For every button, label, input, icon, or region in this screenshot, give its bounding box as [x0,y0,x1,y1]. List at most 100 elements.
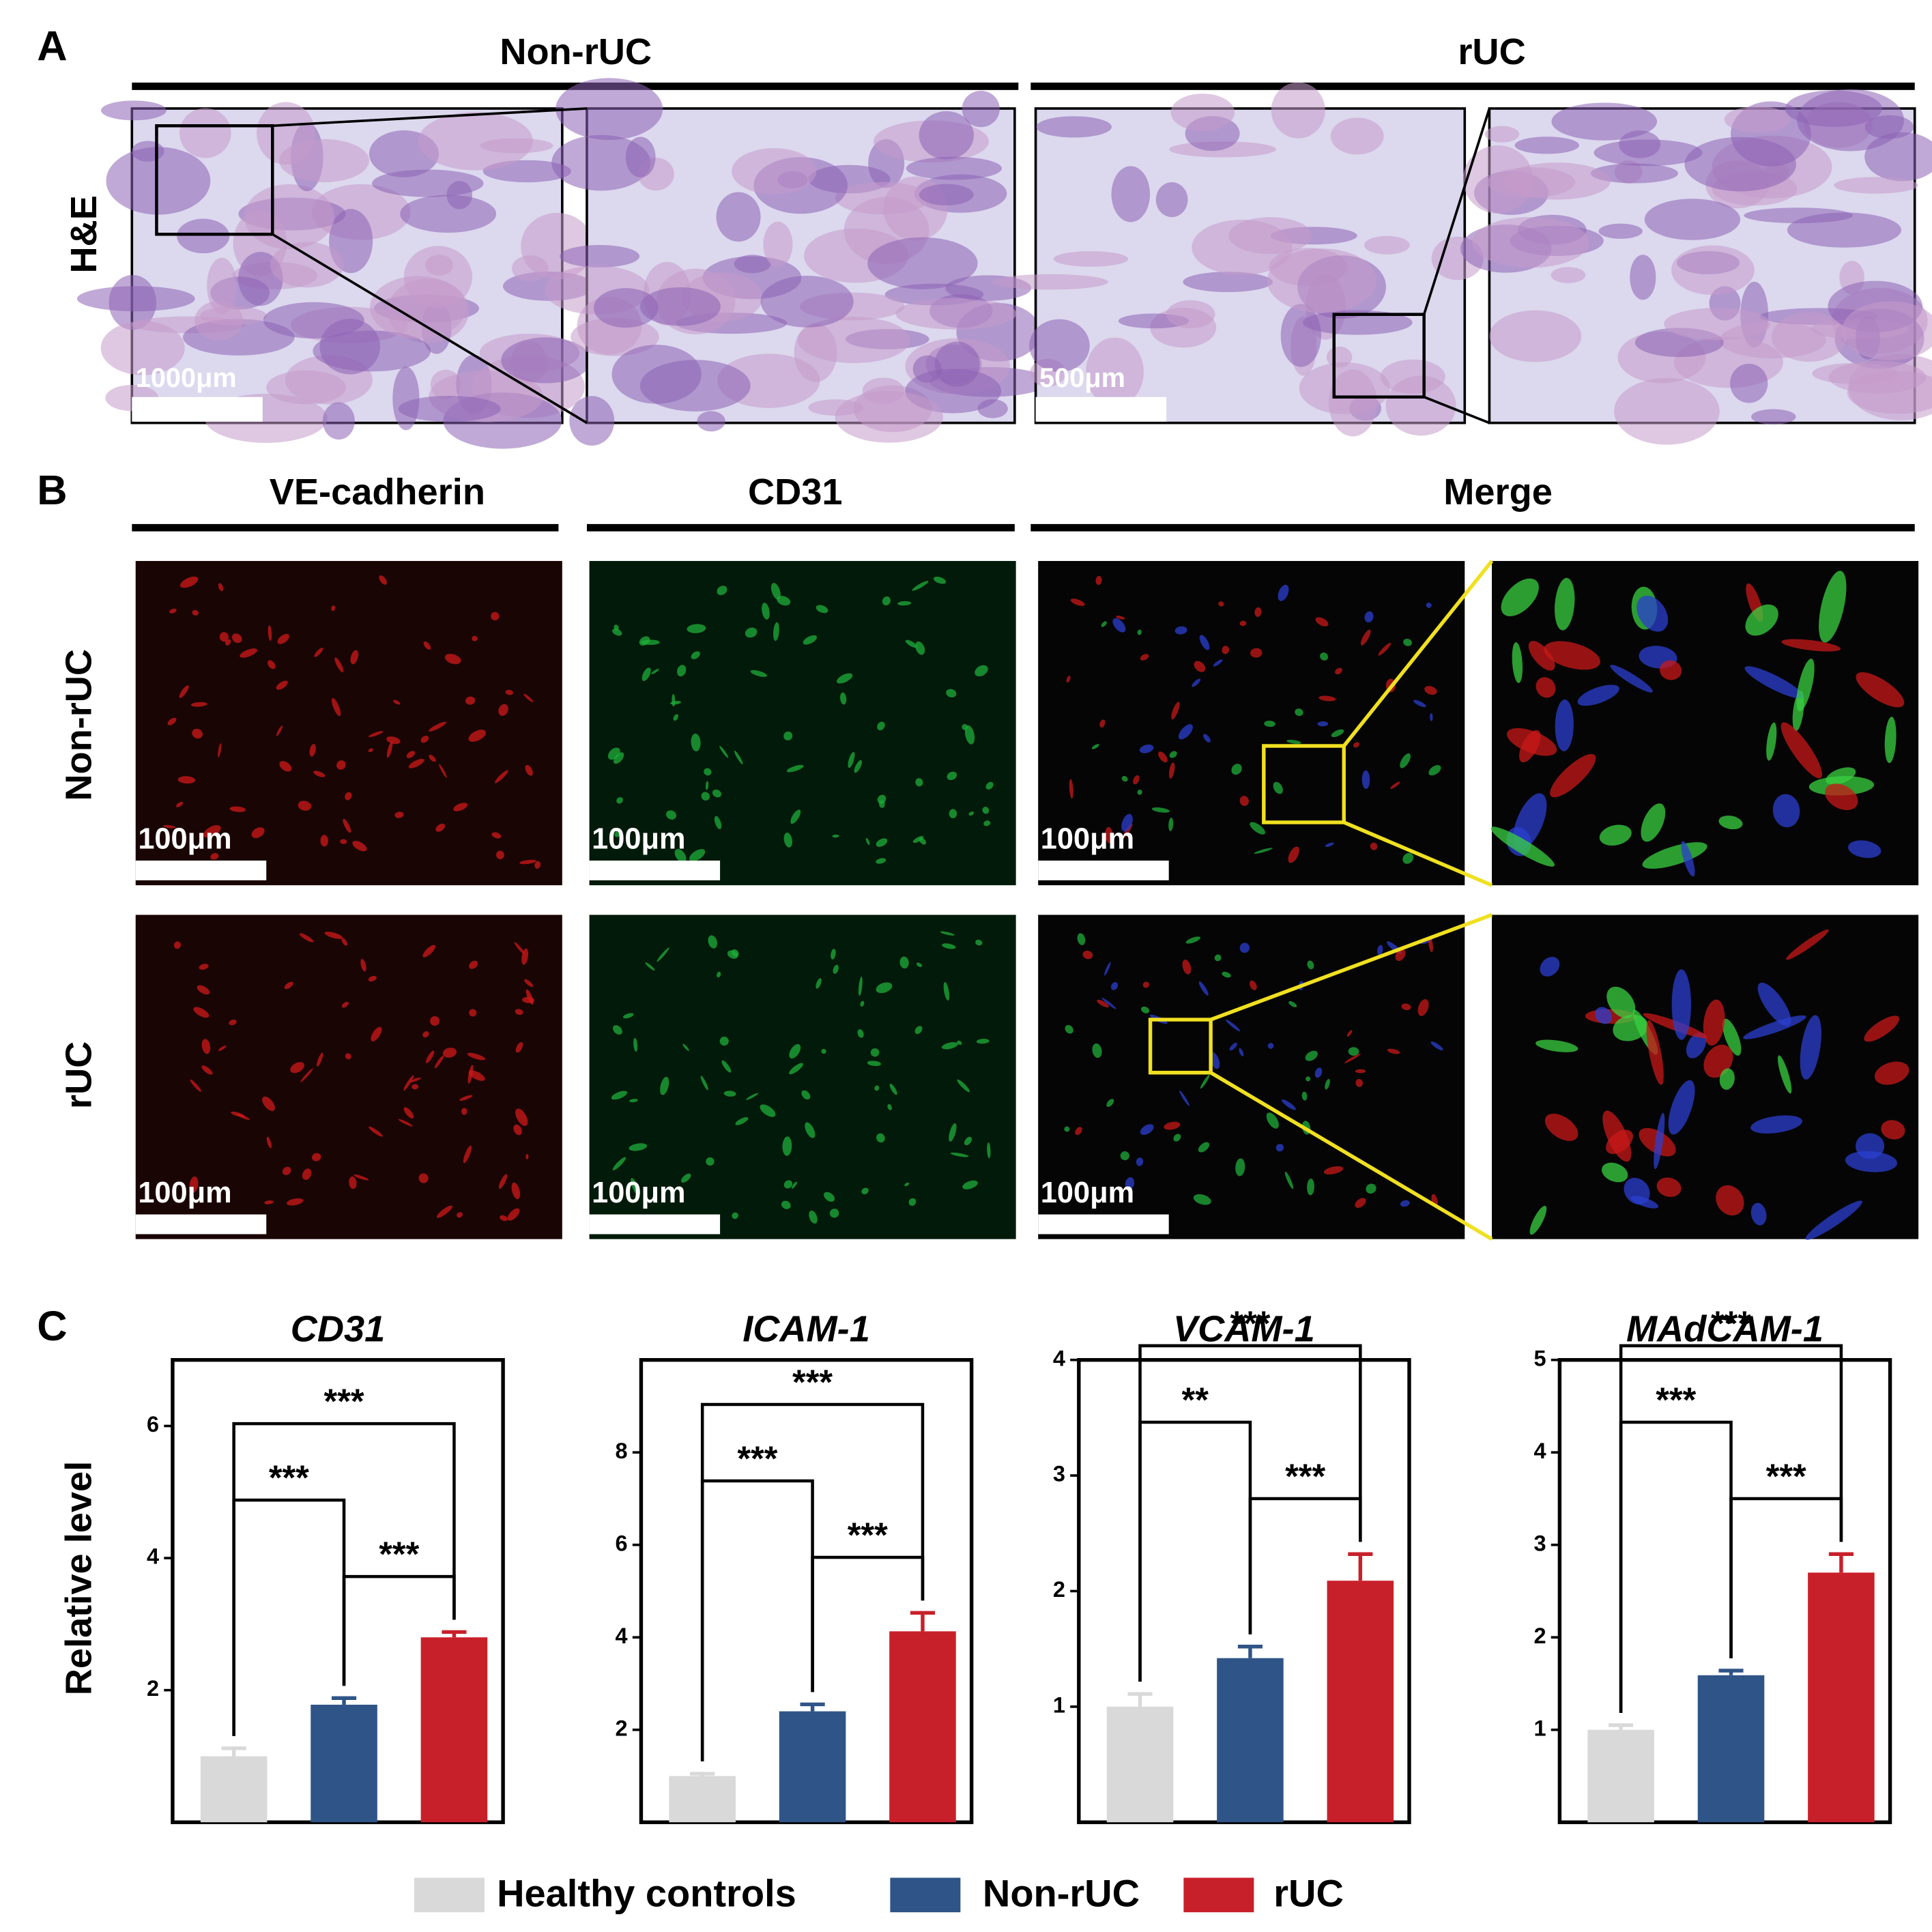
stain [1716,1185,1744,1216]
scale-bar [132,397,263,422]
stain [1864,1015,1900,1042]
stain [1174,626,1187,635]
tissue [1271,82,1325,139]
y-tick-label: 2 [1533,1624,1546,1648]
bar [669,1776,736,1823]
significance-label: *** [1230,1303,1270,1342]
stain [179,685,189,698]
stain [1264,721,1275,727]
tissue [1192,219,1293,276]
stain [354,1174,369,1181]
stain [1218,601,1224,607]
stain [612,1157,626,1170]
stain [1335,667,1342,675]
stain [1744,666,1804,699]
stain [633,1037,638,1052]
stain [1226,1019,1241,1032]
stain [1424,686,1437,695]
stain [1306,1076,1311,1082]
stain [461,1108,467,1115]
stain [1231,764,1242,775]
stain [976,1039,990,1044]
stain [1848,840,1881,859]
stain [467,1065,474,1084]
stain [1325,1078,1330,1090]
stain [1646,1020,1664,1085]
stain [1355,1069,1366,1073]
stain [687,624,706,633]
tissue [1364,235,1410,255]
stain [345,1053,351,1060]
stain [942,943,956,949]
stain [612,629,622,636]
stain [1656,1177,1682,1197]
stain [368,748,373,753]
tissue [76,286,195,312]
tissue [835,182,930,215]
stain [1766,722,1777,761]
zoom-box [1148,1018,1213,1075]
tissue [697,411,725,432]
stain [1307,1178,1314,1196]
stain [1239,1048,1244,1056]
significance-label: *** [324,1382,364,1421]
stain [469,960,478,969]
tissue [611,345,702,404]
tissue [100,100,167,121]
stain [515,1042,523,1053]
tissue [1170,93,1235,132]
stain [192,728,203,739]
stain [1780,722,1823,779]
stain [1772,794,1800,828]
stain [1137,629,1142,635]
fluorescence-image [589,914,1016,1239]
tissue [867,237,978,289]
stain [1544,641,1600,670]
stain [987,1142,991,1159]
stain [706,1157,715,1166]
stain [614,831,621,837]
stain [1120,1151,1129,1161]
y-tick-label: 3 [1533,1531,1546,1555]
stain [176,801,184,807]
stain [386,736,401,745]
stain [442,1048,457,1058]
stain [287,1198,304,1206]
significance-label: *** [1766,1456,1806,1495]
stain [1819,571,1847,643]
stain [1307,960,1314,970]
significance-label: *** [1656,1380,1696,1419]
stain [412,1084,419,1090]
bar [889,1631,956,1823]
stain [1681,841,1695,877]
tissue [1471,216,1589,268]
stain [616,797,623,804]
tissue [270,242,344,288]
stain [783,731,793,741]
legend-swatch [414,1877,485,1913]
stain [809,1210,818,1224]
stain [914,1026,923,1035]
stain [1377,945,1383,955]
tissue [179,108,231,158]
stain [614,752,624,764]
stain [1199,635,1210,650]
tissue [1751,409,1796,424]
stain [167,717,177,725]
stain [1286,739,1301,745]
stain [201,1039,211,1054]
stain [237,1114,250,1120]
stain [714,816,722,829]
stain [915,641,925,655]
row-label: Non-rUC [59,649,100,801]
stain [677,665,687,677]
tissue [501,337,592,384]
stain [1610,665,1653,693]
stain [801,1090,811,1100]
stain [876,982,893,994]
significance-bracket [700,1402,925,1762]
stain [345,792,352,801]
stain [1070,599,1085,606]
stain [320,835,328,847]
stain [1169,751,1177,758]
